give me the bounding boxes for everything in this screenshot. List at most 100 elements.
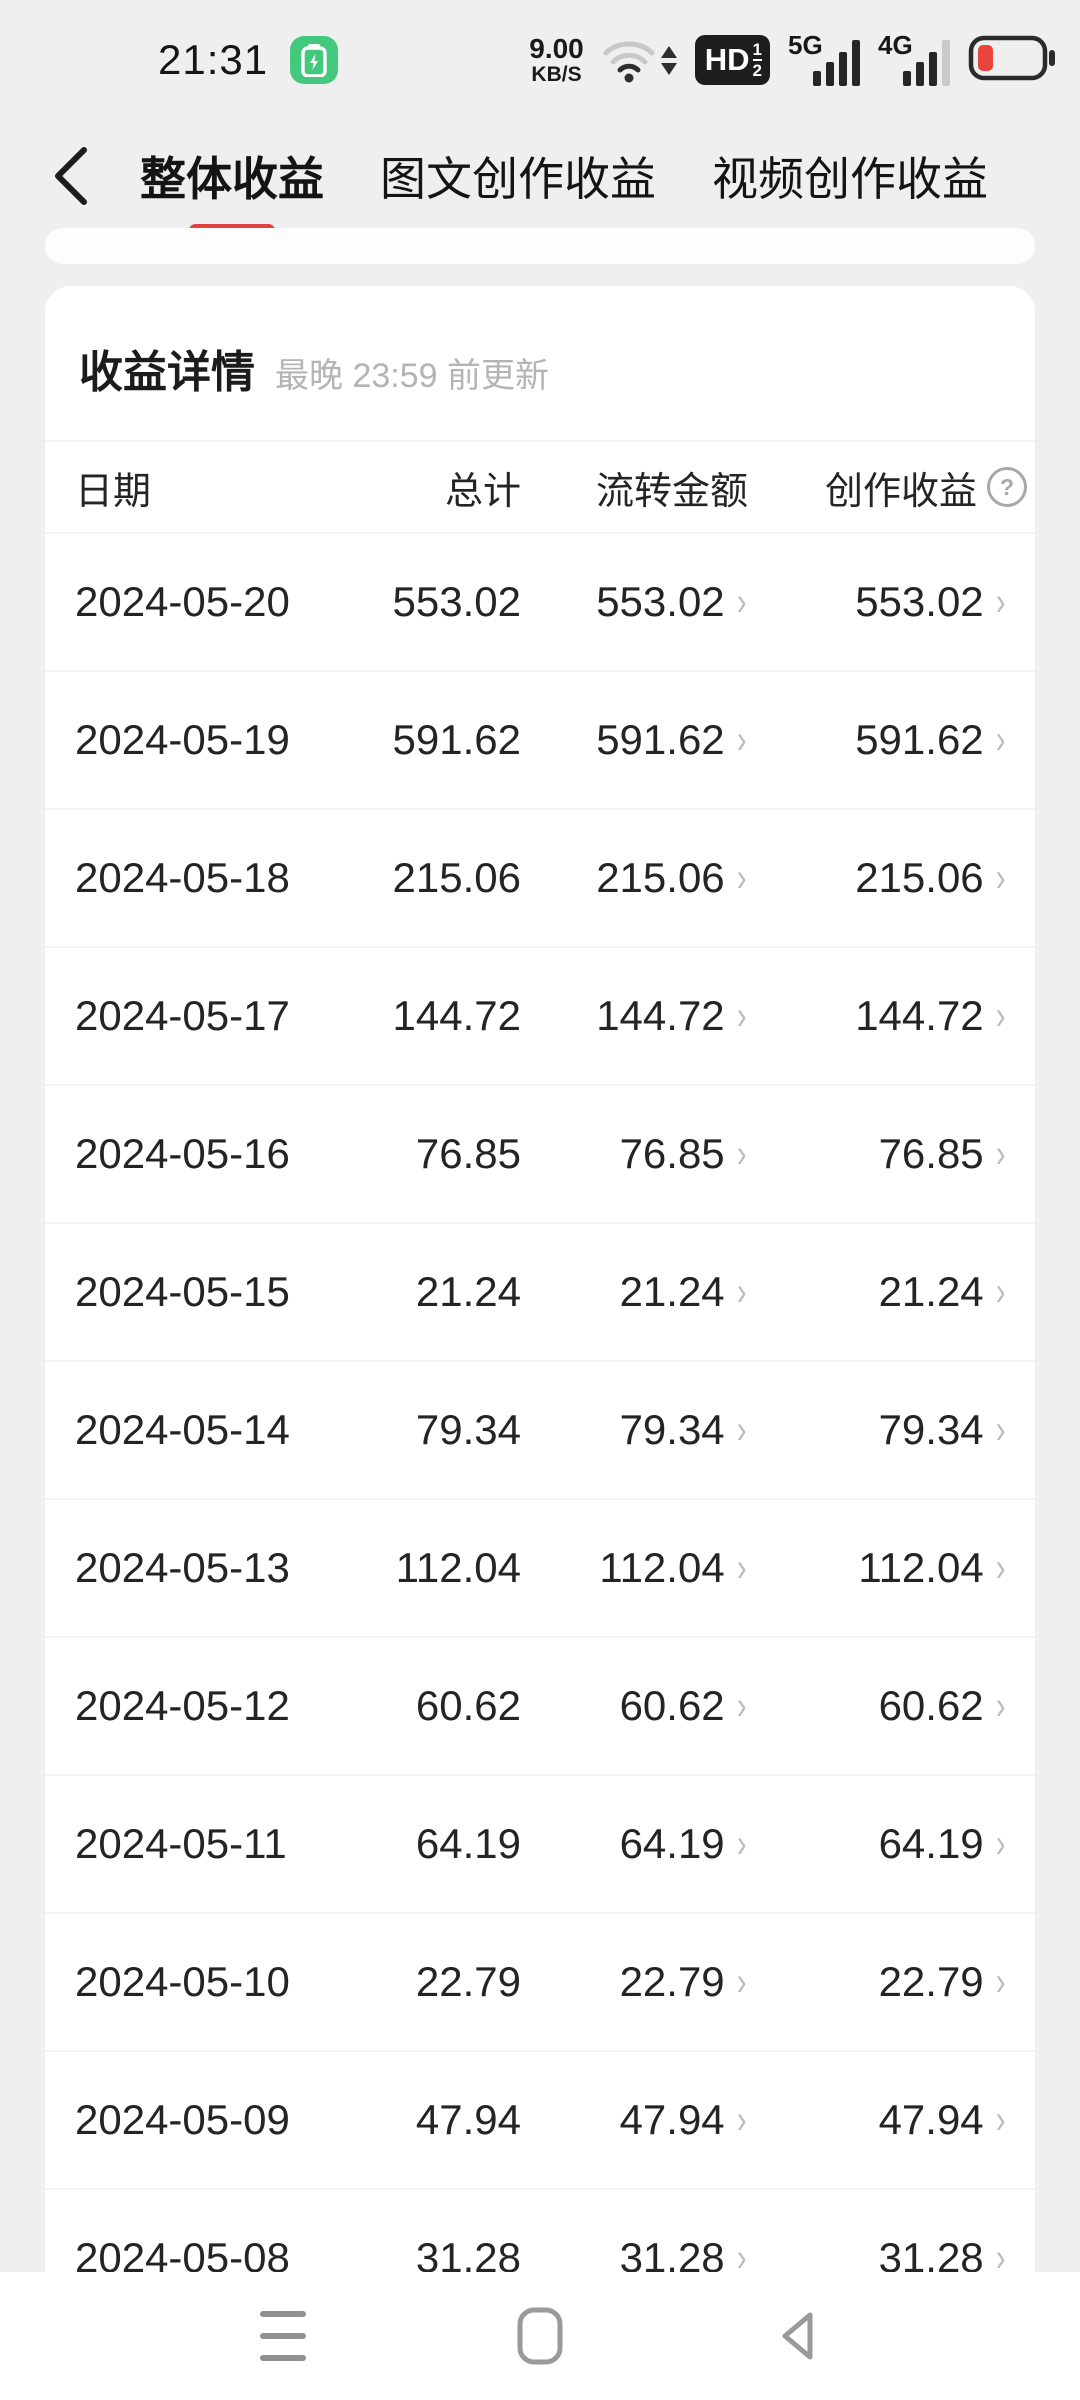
table-row: 2024-05-16 76.85 76.85 › 76.85 ›	[45, 1084, 1035, 1222]
row-transfer-link[interactable]: 591.62 ›	[596, 716, 747, 763]
row-date: 2024-05-11	[75, 1820, 287, 1867]
table-row: 2024-05-10 22.79 22.79 › 22.79 ›	[45, 1912, 1035, 2050]
col-header-transfer: 流转金额	[595, 470, 748, 513]
row-creation-link[interactable]: 47.94 ›	[878, 2096, 1006, 2143]
row-date: 2024-05-13	[75, 1544, 290, 1591]
row-transfer-link[interactable]: 215.06 ›	[596, 854, 747, 901]
row-total: 21.24	[415, 1268, 521, 1315]
row-date: 2024-05-19	[75, 716, 290, 763]
hd-label: HD	[704, 42, 750, 77]
row-date: 2024-05-14	[75, 1406, 290, 1453]
row-transfer-link[interactable]: 21.24 ›	[619, 1268, 747, 1315]
table-row: 2024-05-20 553.02 553.02 › 553.02 ›	[45, 532, 1035, 670]
table-row: 2024-05-17 144.72 144.72 › 144.72 ›	[45, 946, 1035, 1084]
row-creation-link[interactable]: 22.79 ›	[878, 1958, 1006, 2005]
table-row: 2024-05-18 215.06 215.06 › 215.06 ›	[45, 808, 1035, 946]
row-transfer-link[interactable]: 64.19 ›	[619, 1820, 747, 1867]
row-date: 2024-05-15	[75, 1268, 290, 1315]
row-creation-link[interactable]: 76.85 ›	[878, 1130, 1006, 1177]
tabs: 整体收益 图文创作收益 视频创作收益	[140, 143, 988, 209]
battery-saver-icon	[290, 36, 339, 84]
divider	[45, 440, 1035, 442]
row-creation-link[interactable]: 112.04 ›	[858, 1544, 1006, 1591]
row-transfer-link[interactable]: 112.04 ›	[599, 1544, 747, 1591]
menu-icon	[260, 2311, 306, 2361]
card-title: 收益详情	[79, 348, 255, 397]
row-total: 215.06	[392, 854, 521, 901]
row-total: 60.62	[415, 1682, 521, 1729]
row-transfer-link[interactable]: 76.85 ›	[619, 1130, 747, 1177]
table-row: 2024-05-13 112.04 112.04 › 112.04 ›	[45, 1498, 1035, 1636]
row-creation-link[interactable]: 79.34 ›	[878, 1406, 1006, 1453]
row-total: 64.19	[415, 1820, 521, 1867]
wifi-icon	[602, 37, 677, 83]
row-total: 553.02	[392, 578, 521, 625]
row-creation-link[interactable]: 553.02 ›	[855, 578, 1006, 625]
nav-home-button[interactable]	[500, 2296, 580, 2376]
table-row: 2024-05-12 60.62 60.62 › 60.62 ›	[45, 1636, 1035, 1774]
tab-0[interactable]: 整体收益	[140, 143, 324, 209]
table-row: 2024-05-19 591.62 591.62 › 591.62 ›	[45, 670, 1035, 808]
row-total: 47.94	[415, 2096, 521, 2143]
row-creation-link[interactable]: 144.72 ›	[855, 992, 1006, 1039]
row-total: 112.04	[395, 1544, 521, 1591]
row-transfer-link[interactable]: 47.94 ›	[619, 2096, 747, 2143]
card-subtitle: 最晚 23:59 前更新	[275, 357, 549, 395]
row-total: 79.34	[415, 1406, 521, 1453]
table-body: 2024-05-20 553.02 553.02 › 553.02 › 2024-0…	[45, 532, 1035, 2326]
status-bar: 21:31 9.00 KB/S	[0, 0, 1080, 120]
status-icons: 9.00 KB/S HD 1 2	[529, 30, 1056, 88]
col-header-total: 总计	[444, 470, 521, 513]
traffic-arrows-icon	[660, 45, 677, 75]
row-date: 2024-05-09	[75, 2096, 290, 2143]
row-date: 2024-05-12	[75, 1682, 290, 1729]
row-transfer-link[interactable]: 144.72 ›	[596, 992, 747, 1039]
signal-5g-icon: 5G	[788, 30, 860, 88]
back-triangle-icon	[782, 2312, 813, 2360]
network-speed: 9.00 KB/S	[529, 33, 584, 86]
signal-4g-label: 4G	[878, 30, 913, 60]
table-row: 2024-05-14 79.34 79.34 › 79.34 ›	[45, 1360, 1035, 1498]
table-row: 2024-05-15 21.24 21.24 › 21.24 ›	[45, 1222, 1035, 1360]
back-button[interactable]	[48, 146, 94, 206]
signal-4g-icon: 4G	[878, 30, 950, 88]
row-total: 22.79	[415, 1958, 521, 2005]
earnings-card: 收益详情 最晚 23:59 前更新 日期 总计 流转金额 创作收益 ? 2024…	[45, 286, 1035, 2400]
row-creation-link[interactable]: 60.62 ›	[878, 1682, 1006, 1729]
row-creation-link[interactable]: 21.24 ›	[878, 1268, 1006, 1315]
hd-sim2: 2	[752, 61, 762, 80]
tab-bar: 整体收益 图文创作收益 视频创作收益	[0, 120, 1080, 232]
net-speed-unit: KB/S	[531, 62, 582, 86]
volte-hd-icon: HD 1 2	[694, 35, 770, 85]
table-header: 日期 总计 流转金额 创作收益 ?	[45, 442, 1035, 532]
hd-sim1: 1	[752, 40, 762, 61]
table-row: 2024-05-11 64.19 64.19 › 64.19 ›	[45, 1774, 1035, 1912]
android-nav-bar	[0, 2272, 1080, 2400]
clock: 21:31	[158, 36, 269, 83]
signal-5g-label: 5G	[788, 30, 823, 60]
row-transfer-link[interactable]: 22.79 ›	[619, 1958, 747, 2005]
row-transfer-link[interactable]: 60.62 ›	[619, 1682, 747, 1729]
tab-1[interactable]: 图文创作收益	[380, 153, 656, 205]
row-creation-link[interactable]: 64.19 ›	[878, 1820, 1006, 1867]
nav-menu-button[interactable]	[243, 2296, 323, 2376]
net-speed-value: 9.00	[529, 33, 584, 65]
row-date: 2024-05-17	[75, 992, 290, 1039]
row-creation-link[interactable]: 591.62 ›	[855, 716, 1006, 763]
row-total: 591.62	[392, 716, 521, 763]
tab-2[interactable]: 视频创作收益	[712, 153, 988, 205]
table-row: 2024-05-09 47.94 47.94 › 47.94 ›	[45, 2050, 1035, 2188]
row-total: 144.72	[392, 992, 521, 1039]
row-date: 2024-05-18	[75, 854, 290, 901]
col-header-creation: 创作收益	[824, 470, 977, 513]
row-date: 2024-05-20	[75, 578, 290, 625]
row-creation-link[interactable]: 215.06 ›	[855, 854, 1006, 901]
nav-back-button[interactable]	[757, 2296, 837, 2376]
col-header-date: 日期	[75, 470, 152, 513]
row-transfer-link[interactable]: 79.34 ›	[619, 1406, 747, 1453]
row-transfer-link[interactable]: 553.02 ›	[596, 578, 747, 625]
row-total: 76.85	[415, 1130, 521, 1177]
row-date: 2024-05-16	[75, 1130, 290, 1177]
help-icon[interactable]: ?	[987, 467, 1027, 507]
